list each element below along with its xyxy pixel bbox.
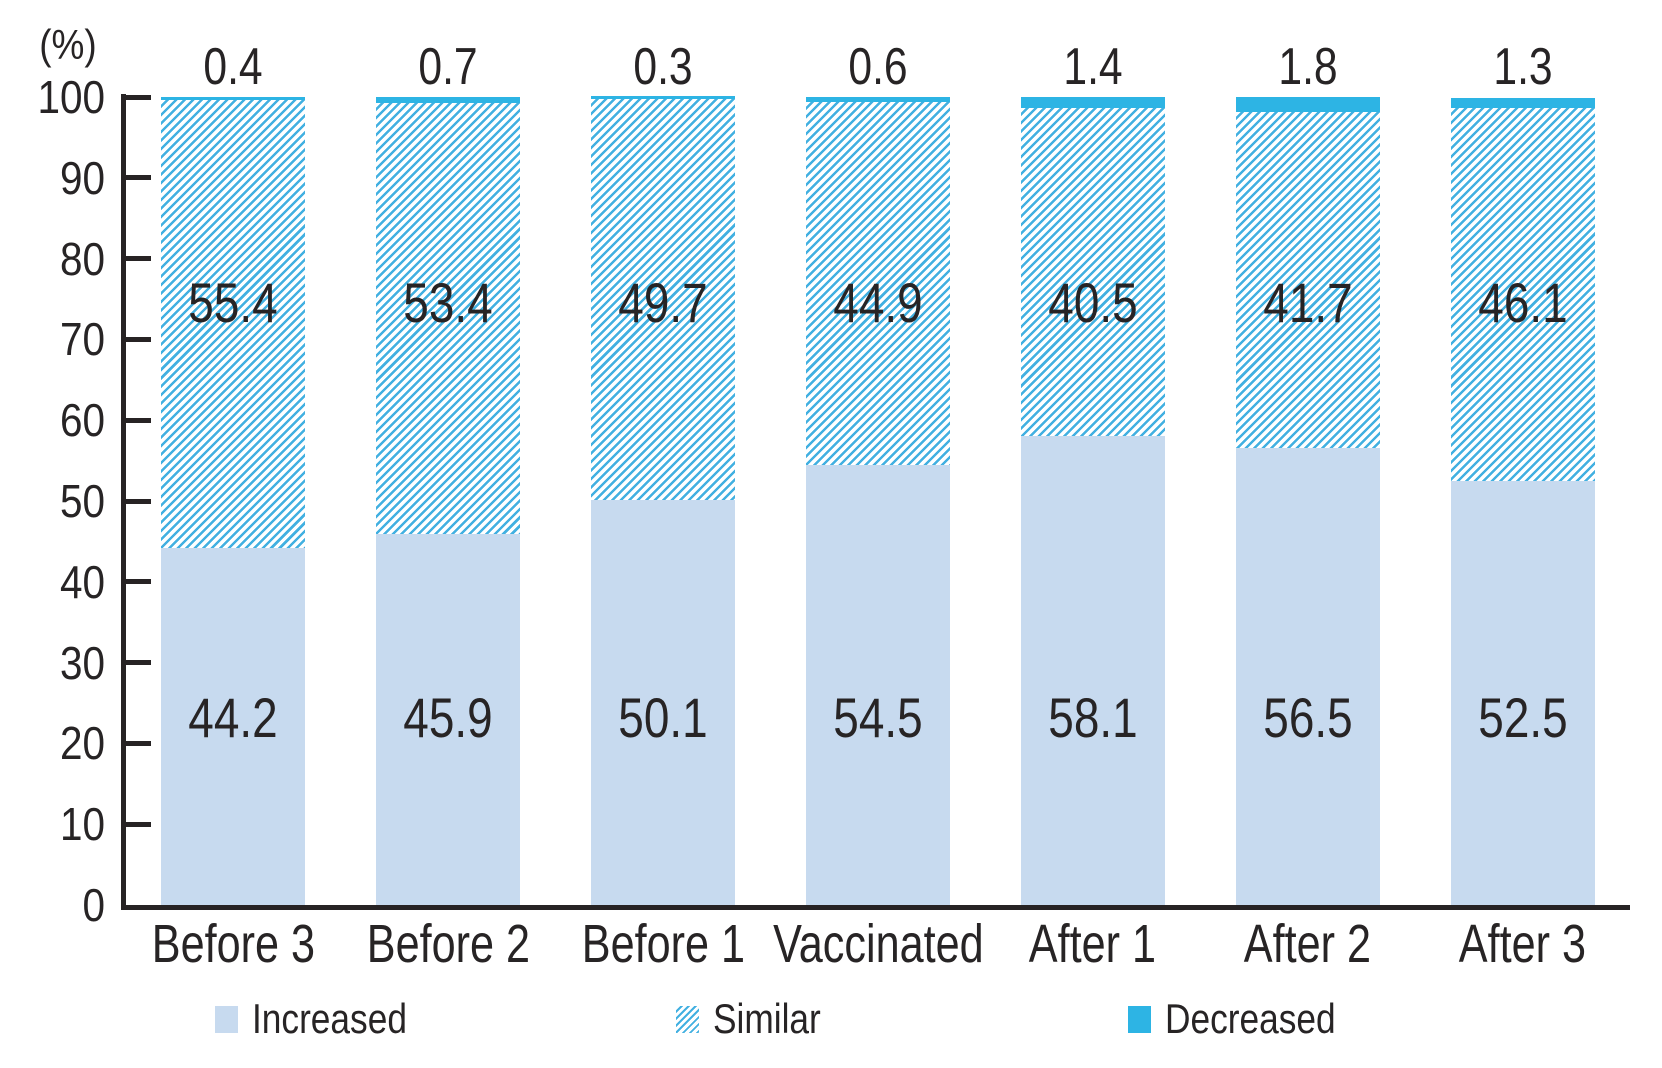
bar-segment-decreased-3: [591, 96, 736, 99]
bar-value-decreased: 1.3: [1492, 38, 1553, 96]
legend-item-similar: Similar: [676, 996, 841, 1042]
y-axis-tick-label: 50: [59, 475, 105, 527]
bar-value-similar: 49.7: [618, 271, 708, 334]
x-axis-label: After 3: [1458, 914, 1587, 974]
y-axis-tick-label: 60: [59, 394, 105, 447]
bar-segment-decreased-7: [1450, 97, 1595, 109]
bar-value-increased: 50.1: [618, 686, 708, 749]
bar-segment-decreased-4: [806, 97, 950, 102]
y-axis-tick: [126, 660, 151, 666]
legend-item-decreased: Decreased: [1128, 996, 1368, 1042]
bar-value-similar: 55.4: [188, 271, 279, 334]
bar-value-similar: 41.7: [1263, 271, 1353, 334]
y-axis-tick: [126, 579, 151, 585]
y-axis-tick: [126, 336, 151, 342]
bar-segment-similar-1: [161, 100, 306, 548]
bar-value-increased: 52.5: [1477, 686, 1568, 749]
x-axis-label: Vaccinated: [772, 914, 984, 974]
bar-segment-decreased-5: [1020, 97, 1165, 109]
y-axis-tick-label: 10: [59, 798, 105, 851]
y-axis-tick-label: 90: [59, 151, 105, 204]
y-axis-tick: [126, 94, 151, 100]
bar-segment-decreased-1: [161, 97, 306, 101]
y-axis-tick-label: 0: [82, 879, 105, 931]
bar-segment-similar-4: [806, 101, 950, 465]
bar-value-decreased: 0.6: [848, 38, 908, 96]
legend-item-increased: Increased: [215, 996, 436, 1042]
bar-value-increased: 58.1: [1048, 686, 1138, 749]
bar-value-similar: 44.9: [833, 271, 923, 334]
bar-segment-increased-5: [1020, 435, 1165, 905]
bar-value-increased: 45.9: [403, 686, 493, 749]
bar-value-similar: 46.1: [1477, 271, 1568, 334]
legend-label-similar: Similar: [713, 995, 821, 1042]
bar-value-decreased: 1.4: [1063, 38, 1123, 96]
x-axis-line: [121, 905, 1630, 910]
bar-segment-increased-6: [1235, 448, 1380, 905]
legend-label-decreased: Decreased: [1165, 995, 1336, 1042]
bar-value-increased: 56.5: [1263, 686, 1353, 749]
bar-segment-increased-4: [806, 464, 950, 905]
bar-value-decreased: 1.8: [1278, 38, 1338, 96]
bar-value-decreased: 0.3: [633, 38, 693, 96]
bar-segment-similar-5: [1020, 108, 1165, 436]
bar-segment-similar-7: [1450, 108, 1595, 481]
legend-label-increased: Increased: [252, 995, 407, 1042]
bar-value-increased: 44.2: [188, 686, 279, 749]
y-axis-tick: [126, 498, 151, 504]
bar-value-decreased: 0.7: [418, 38, 478, 96]
legend-swatch-similar: [676, 1005, 699, 1033]
y-axis-tick-label: 80: [59, 232, 105, 285]
y-axis-tick-label: 30: [59, 636, 105, 689]
bar-value-increased: 54.5: [833, 686, 923, 749]
bar-segment-similar-6: [1235, 111, 1380, 449]
bar-value-decreased: 0.4: [203, 38, 264, 96]
y-axis-tick: [126, 740, 151, 746]
bar-segment-increased-2: [376, 534, 521, 905]
legend-swatch-increased: [215, 1005, 238, 1033]
bar-segment-increased-1: [161, 547, 306, 905]
y-axis-tick-label: 70: [59, 313, 105, 366]
y-axis-line: [121, 94, 126, 910]
y-axis-tick-label: 100: [37, 71, 105, 123]
bar-segment-decreased-2: [376, 97, 521, 103]
legend-swatch-decreased: [1128, 1005, 1151, 1033]
bar-segment-increased-3: [591, 500, 736, 905]
bar-segment-similar-2: [376, 102, 521, 535]
x-axis-label: After 2: [1244, 914, 1372, 974]
bar-value-similar: 40.5: [1048, 271, 1138, 334]
bar-segment-decreased-6: [1235, 97, 1380, 112]
y-axis-tick: [126, 417, 151, 423]
y-axis-tick-label: 40: [59, 555, 105, 608]
x-axis-label: After 1: [1029, 914, 1157, 974]
y-axis-tick: [126, 256, 151, 262]
x-axis-label: Before 3: [151, 914, 316, 974]
x-axis-label: Before 2: [366, 914, 530, 974]
x-axis-label: Before 1: [581, 914, 745, 974]
y-axis-unit-label: (%): [39, 21, 97, 68]
y-axis-tick-label: 20: [59, 717, 105, 770]
bar-segment-increased-7: [1450, 480, 1595, 905]
y-axis-tick: [126, 175, 151, 181]
y-axis-tick: [126, 821, 151, 827]
bar-segment-similar-3: [591, 98, 736, 501]
bar-value-similar: 53.4: [403, 271, 493, 334]
